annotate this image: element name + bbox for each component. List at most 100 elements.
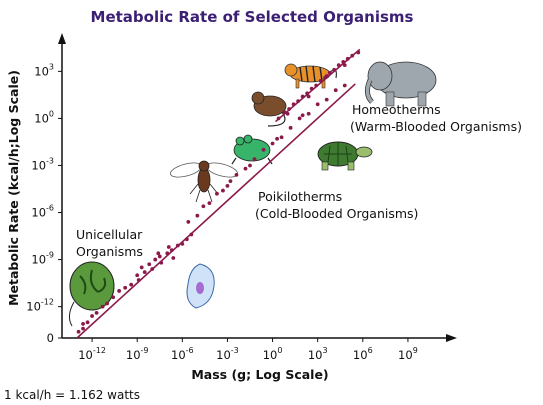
data-point-homeotherms bbox=[324, 74, 329, 78]
data-points bbox=[76, 50, 361, 334]
y-axis-arrow bbox=[58, 33, 66, 44]
unicellular-line-1: Unicellular bbox=[76, 227, 143, 242]
x-tick-label: 10-6 bbox=[171, 346, 194, 362]
homeotherms-line-2: (Warm-Blooded Organisms) bbox=[350, 119, 522, 134]
data-point-unicellular bbox=[81, 326, 85, 331]
data-point-poikilotherms bbox=[186, 220, 191, 224]
x-tick-label: 10-9 bbox=[126, 346, 149, 362]
data-point-unicellular bbox=[111, 295, 116, 300]
data-point-homeotherms bbox=[306, 94, 311, 99]
x-tick-label: 106 bbox=[353, 346, 373, 362]
turtle-illustration bbox=[317, 141, 373, 171]
unicellular-line-2: Organisms bbox=[76, 244, 143, 259]
green-cell-illustration bbox=[68, 261, 115, 327]
data-point-unicellular bbox=[184, 237, 189, 242]
y-tick-label: 100 bbox=[34, 109, 54, 125]
y-tick-label: 0 bbox=[47, 331, 54, 345]
data-point-homeotherms bbox=[332, 67, 337, 72]
data-point-homeotherms bbox=[305, 91, 310, 96]
data-point-homeotherms bbox=[350, 53, 355, 58]
data-point-unicellular bbox=[159, 260, 164, 265]
data-point-homeotherms bbox=[287, 107, 292, 111]
data-point-unicellular bbox=[135, 273, 140, 278]
data-point-unicellular bbox=[81, 321, 85, 326]
data-point-unicellular bbox=[136, 278, 141, 282]
poikilotherms-line-1: Poikilotherms bbox=[258, 189, 342, 204]
data-point-poikilotherms bbox=[315, 102, 320, 107]
data-point-unicellular bbox=[153, 257, 158, 262]
data-point-unicellular bbox=[165, 251, 170, 256]
data-point-unicellular bbox=[90, 314, 94, 318]
data-point-poikilotherms bbox=[207, 201, 212, 206]
data-point-poikilotherms bbox=[288, 125, 293, 130]
data-point-unicellular bbox=[175, 243, 180, 248]
illustrations bbox=[68, 61, 437, 327]
y-tick-label: 103 bbox=[34, 62, 54, 78]
fit-line-cold bbox=[76, 83, 356, 339]
rat-illustration bbox=[251, 91, 287, 127]
unit-footnote: 1 kcal/h = 1.162 watts bbox=[4, 388, 140, 402]
data-point-poikilotherms bbox=[342, 83, 347, 88]
x-tick-label: 109 bbox=[398, 346, 418, 362]
paramecium-illustration bbox=[186, 263, 215, 309]
data-point-homeotherms bbox=[341, 60, 346, 64]
data-point-poikilotherms bbox=[306, 111, 311, 116]
y-tick-label: 10-9 bbox=[31, 251, 54, 267]
axes bbox=[58, 33, 457, 342]
x-tick-label: 100 bbox=[263, 346, 283, 362]
poikilotherms-label: Poikilotherms (Cold-Blooded Organisms) bbox=[255, 189, 418, 221]
data-point-homeotherms bbox=[285, 111, 290, 116]
data-point-poikilotherms bbox=[243, 166, 248, 171]
y-axis-ticks: 0 10-12 10-9 10-6 10-3 100 103 bbox=[26, 62, 62, 345]
homeotherms-line-1: Homeotherms bbox=[352, 102, 441, 117]
elephant-illustration bbox=[364, 61, 437, 107]
data-point-unicellular bbox=[169, 248, 174, 253]
x-tick-label: 10-12 bbox=[78, 346, 106, 362]
data-point-unicellular bbox=[150, 267, 155, 271]
data-point-homeotherms bbox=[296, 99, 301, 104]
poikilotherms-line-2: (Cold-Blooded Organisms) bbox=[255, 206, 418, 221]
data-point-unicellular bbox=[123, 285, 128, 290]
data-point-unicellular bbox=[105, 301, 110, 306]
data-point-poikilotherms bbox=[270, 141, 275, 146]
y-axis-title: Metabolic Rate (kcal/h;Log Scale) bbox=[6, 70, 21, 306]
data-point-unicellular bbox=[171, 256, 176, 260]
data-point-poikilotherms bbox=[195, 213, 200, 218]
y-tick-label: 10-3 bbox=[31, 156, 54, 172]
frog-illustration bbox=[231, 134, 273, 165]
data-point-unicellular bbox=[85, 320, 90, 325]
data-point-homeotherms bbox=[318, 78, 323, 83]
data-point-unicellular bbox=[166, 245, 171, 249]
data-point-unicellular bbox=[156, 251, 161, 256]
data-point-poikilotherms bbox=[324, 97, 329, 102]
y-tick-label: 10-12 bbox=[26, 298, 54, 314]
data-point-homeotherms bbox=[276, 116, 281, 121]
data-point-unicellular bbox=[142, 270, 147, 275]
y-tick-label: 10-6 bbox=[31, 204, 54, 220]
chart-title: Metabolic Rate of Selected Organisms bbox=[91, 8, 414, 26]
x-axis-title: Mass (g; Log Scale) bbox=[191, 367, 328, 382]
data-point-unicellular bbox=[180, 241, 185, 246]
tiger-illustration bbox=[284, 63, 337, 89]
data-point-homeotherms bbox=[309, 86, 314, 91]
data-point-homeotherms bbox=[314, 83, 319, 88]
data-point-homeotherms bbox=[300, 94, 305, 99]
data-point-homeotherms bbox=[327, 71, 332, 75]
data-point-poikilotherms bbox=[221, 188, 225, 193]
data-point-poikilotherms bbox=[215, 191, 219, 196]
unicellular-label: Unicellular Organisms bbox=[76, 227, 146, 259]
homeotherms-label: Homeotherms (Warm-Blooded Organisms) bbox=[350, 102, 522, 134]
data-point-homeotherms bbox=[345, 56, 350, 61]
data-point-poikilotherms bbox=[252, 157, 257, 162]
x-tick-label: 103 bbox=[308, 346, 328, 362]
x-tick-label: 10-3 bbox=[216, 346, 239, 362]
data-point-poikilotherms bbox=[297, 116, 302, 121]
data-point-unicellular bbox=[76, 329, 81, 334]
data-point-unicellular bbox=[129, 282, 134, 287]
data-point-poikilotherms bbox=[261, 147, 266, 152]
data-point-unicellular bbox=[147, 262, 152, 267]
data-point-unicellular bbox=[94, 311, 99, 315]
fly-illustration bbox=[170, 160, 238, 203]
data-point-poikilotherms bbox=[234, 172, 239, 177]
